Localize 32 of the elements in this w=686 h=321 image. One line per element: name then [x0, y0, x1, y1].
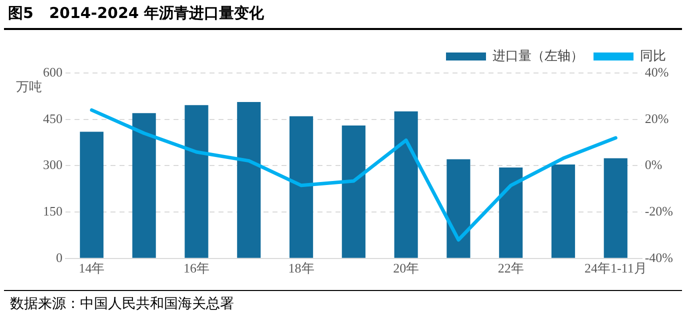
legend-label: 进口量（左轴） [492, 48, 584, 64]
bar [604, 158, 628, 258]
x-tick-label: 20年 [393, 260, 420, 276]
bar [499, 168, 523, 258]
y-tick-label: 300 [43, 157, 62, 172]
x-tick-label: 16年 [183, 260, 210, 276]
y-tick-label: 0 [56, 250, 62, 265]
legend-label: 同比 [640, 48, 666, 64]
bar [394, 111, 418, 258]
y2-tick-label: 20% [644, 110, 669, 126]
chart-title: 图5 2014-2024 年沥青进口量变化 [8, 4, 264, 23]
y2-tick-label: -40% [644, 250, 674, 265]
bar [80, 132, 104, 258]
bar [446, 159, 470, 258]
x-tick-label: 14年 [78, 260, 105, 276]
bar [184, 105, 208, 258]
source-note: 数据来源：中国人民共和国海关总署 [10, 295, 234, 313]
x-tick-label: 18年 [288, 260, 314, 276]
y-tick-label: 600 [43, 64, 62, 80]
y2-tick-label: 0% [644, 157, 662, 172]
bar [289, 116, 314, 258]
bar [132, 113, 156, 258]
y2-tick-label: 40% [644, 64, 669, 80]
y-tick-label: 450 [43, 110, 62, 126]
bar [342, 126, 366, 258]
bar [551, 164, 576, 258]
y-axis-title: 万吨 [16, 79, 42, 96]
y-tick-label: 150 [43, 203, 62, 218]
x-tick-label: 22年 [498, 260, 524, 276]
bar [237, 102, 261, 258]
x-tick-label: 24年1-11月 [584, 260, 647, 276]
y2-tick-label: -20% [644, 203, 674, 218]
